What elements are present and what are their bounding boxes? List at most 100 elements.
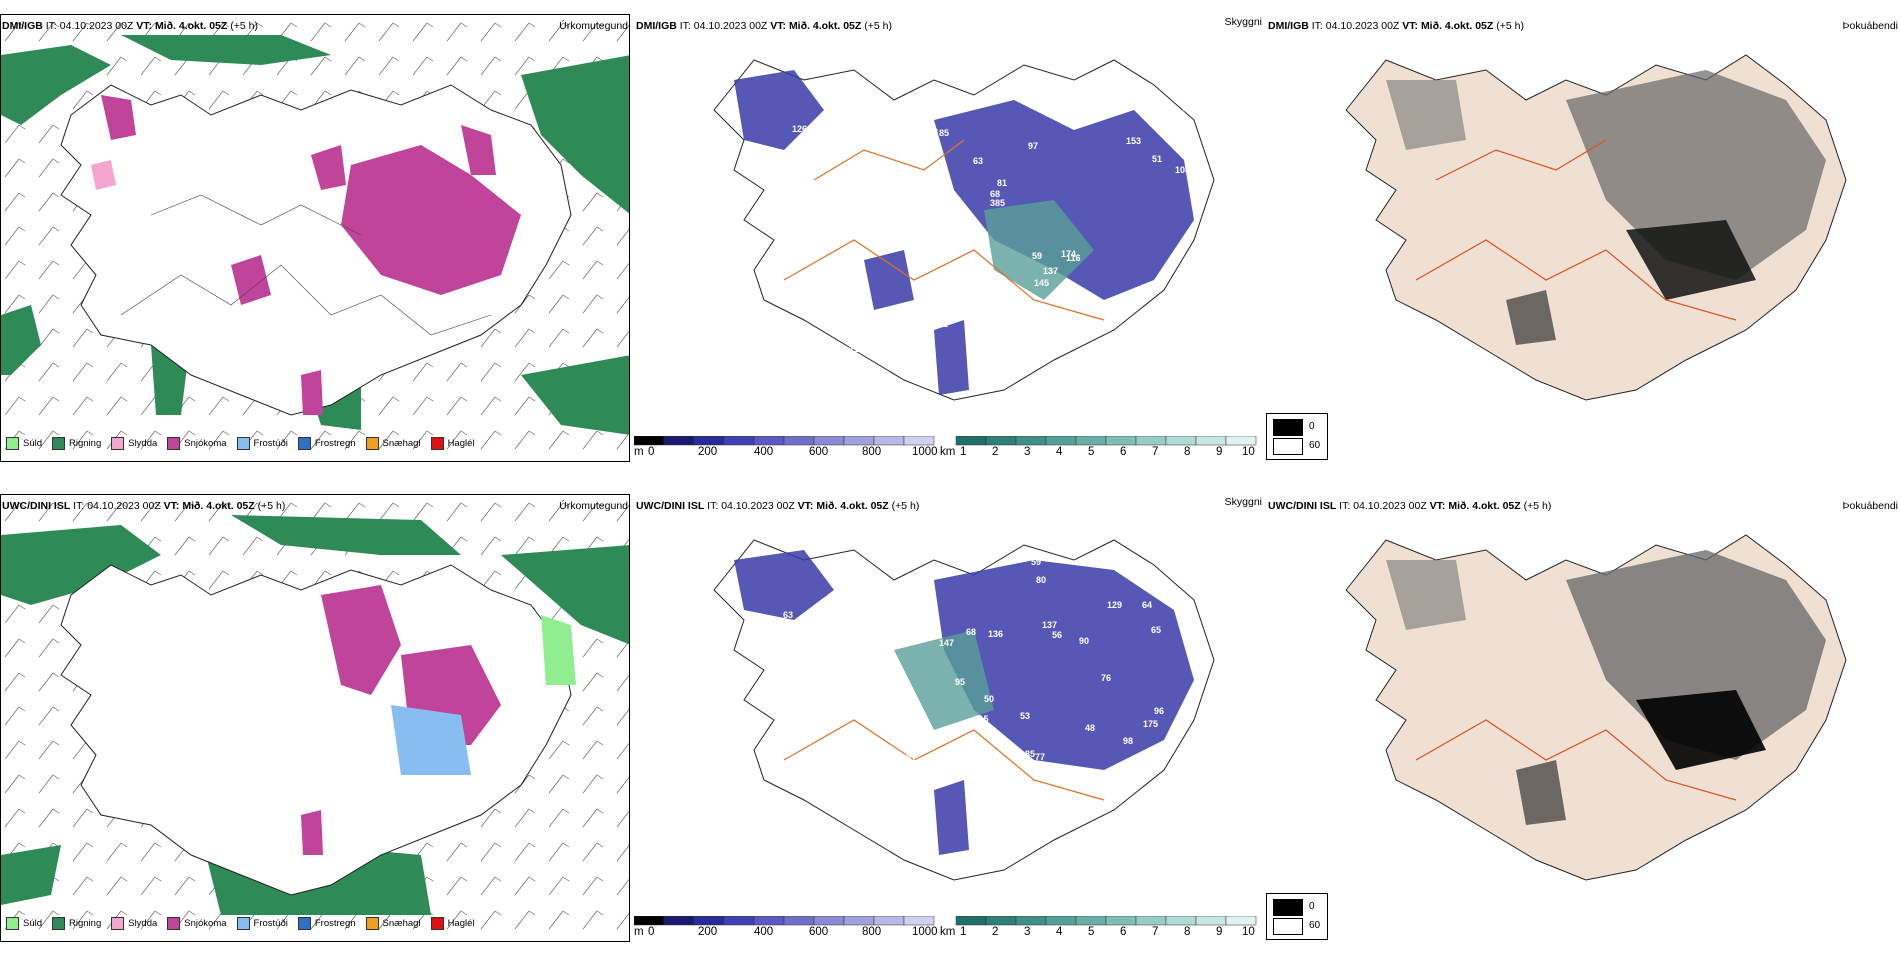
- colorbar-swatch: [1015, 916, 1047, 926]
- colorbar-swatch: [1195, 436, 1227, 446]
- visibility-value-label: 211: [1110, 348, 1125, 358]
- visibility-panel: 93 68 60 117 97 93 88 63 108 73 58 107 85 81 116 126 55 5…: [634, 0, 1264, 470]
- vis-area: [984, 200, 1094, 300]
- visibility-value-label: 146: [1071, 814, 1086, 824]
- snow-area: [461, 125, 496, 175]
- visibility-value-label: 126: [792, 124, 807, 134]
- visibility-value-label: 57: [904, 782, 914, 792]
- visibility-value-label: 385: [990, 198, 1005, 208]
- visibility-value-label: 10: [1023, 318, 1033, 328]
- visibility-value-label: 93: [1145, 348, 1155, 358]
- visibility-value-label: 80: [1036, 575, 1046, 585]
- panel-title: Þokuábendi: [1842, 500, 1898, 512]
- visibility-value-label: 124: [771, 354, 786, 364]
- visibility-value-label: 49: [925, 309, 935, 319]
- visibility-value-label: 50: [984, 694, 994, 704]
- visibility-value-label: 55: [848, 128, 858, 138]
- colorbar-swatch: [955, 436, 987, 446]
- road-line: [1415, 239, 1737, 321]
- legend-item: Súld: [6, 437, 42, 450]
- precip-type-panel: UWC/DINI ISL IT: 04.10.2023 00Z VT: Mið.…: [0, 480, 632, 950]
- colorbar-swatch: [985, 436, 1017, 446]
- visibility-value-label: 50: [930, 189, 940, 199]
- colorbar-swatch: [903, 436, 935, 446]
- visibility-value-label: 69: [894, 809, 904, 819]
- legend-swatch: [1273, 438, 1303, 455]
- colorbar-swatch: [1165, 436, 1197, 446]
- visibility-value-label: 92: [810, 644, 820, 654]
- colorbar-swatch: [1225, 916, 1257, 926]
- snow-area: [321, 585, 401, 695]
- it-label: IT:: [45, 20, 57, 32]
- visibility-value-label: 11: [806, 368, 816, 378]
- fog-area: [1386, 80, 1466, 150]
- fog-panel: 0 60 DMI/IGB IT: 04.10.2023 00Z VT: Mið.…: [1266, 0, 1900, 470]
- fog-map-svg: [1345, 54, 1847, 401]
- precip-type-panel: DMI/IGB IT: 04.10.2023 00Z VT: Mið. 4.ok…: [0, 0, 632, 470]
- visibility-value-label: 88: [1139, 575, 1149, 585]
- visibility-value-label: 115: [974, 714, 989, 724]
- km-unit: km: [940, 446, 956, 458]
- visibility-value-label: 137: [1042, 620, 1057, 630]
- road-line: [120, 264, 492, 336]
- colorbar-swatch: [985, 916, 1017, 926]
- visibility-value-label: 76: [1101, 673, 1111, 683]
- colorbar-swatch: [813, 916, 845, 926]
- legend-item: Súld: [6, 917, 42, 930]
- visibility-value-label: 93: [807, 353, 817, 363]
- drizzle-area: [541, 615, 576, 685]
- visibility-value-label: 73: [802, 816, 812, 826]
- rain-area: [1, 525, 161, 605]
- legend-item: Frostúði: [236, 917, 288, 930]
- colorbar-swatch: [1225, 436, 1257, 446]
- panel-header: DMI/IGB IT: 04.10.2023 00Z VT: Mið. 4.ok…: [636, 20, 892, 32]
- rain-area: [1, 305, 41, 375]
- legend-swatch: [1273, 419, 1303, 436]
- legend-swatch: [297, 437, 311, 450]
- colorbar-swatch: [723, 916, 755, 926]
- precip-type-map: [0, 14, 630, 462]
- vis-area: [734, 550, 834, 620]
- colorbar-swatch: [1045, 436, 1077, 446]
- colorbar-swatch: [753, 436, 785, 446]
- visibility-value-label: 117: [849, 344, 864, 354]
- colorbar-swatch: [1135, 436, 1167, 446]
- km-colorbar: [955, 916, 1257, 926]
- visibility-value-label: 136: [988, 629, 1003, 639]
- legend-swatch: [6, 437, 19, 450]
- visibility-value-label: 68: [990, 189, 1000, 199]
- visibility-value-label: 137: [1043, 266, 1058, 276]
- vis-area: [734, 70, 824, 150]
- road-line: [1415, 719, 1737, 801]
- legend-item: Snjókoma: [167, 917, 227, 930]
- visibility-value-label: 58: [767, 335, 777, 345]
- vis-area: [934, 780, 969, 855]
- m-unit: m: [634, 446, 644, 458]
- panel-title: Úrkomutegund: [559, 500, 628, 512]
- visibility-labels: 93 68 60 117 97 93 88 63 108 73 58 107 85 81 116 126 55 5…: [767, 84, 1203, 378]
- visibility-value-label: 60: [1153, 114, 1163, 124]
- visibility-value-label: 86: [917, 720, 927, 730]
- rain-area: [231, 515, 461, 555]
- snow-area: [301, 810, 323, 855]
- visibility-value-label: 108: [1175, 165, 1190, 175]
- rain-area: [521, 355, 629, 435]
- colorbar-swatch: [634, 436, 665, 446]
- colorbar-swatch: [1165, 916, 1197, 926]
- snow-area: [341, 145, 521, 295]
- panel-title: Skyggni: [1224, 496, 1262, 508]
- visibility-value-label: 77: [1035, 752, 1045, 762]
- colorbar-swatch: [753, 916, 785, 926]
- visibility-value-label: 115: [1193, 752, 1208, 762]
- visibility-value-label: 98: [1123, 736, 1133, 746]
- lead-time: (+5 h): [230, 20, 258, 32]
- visibility-value-label: 56: [1052, 630, 1062, 640]
- visibility-value-label: 55: [930, 84, 940, 94]
- visibility-value-label: 87: [826, 718, 836, 728]
- visibility-value-label: 129: [1107, 600, 1122, 610]
- panel-title: Þokuábendi: [1842, 20, 1898, 32]
- visibility-value-label: 13: [833, 306, 843, 316]
- panel-title: Úrkomutegund: [559, 20, 628, 32]
- it-value: 04.10.2023 00Z: [59, 20, 134, 32]
- road-line: [783, 239, 1105, 321]
